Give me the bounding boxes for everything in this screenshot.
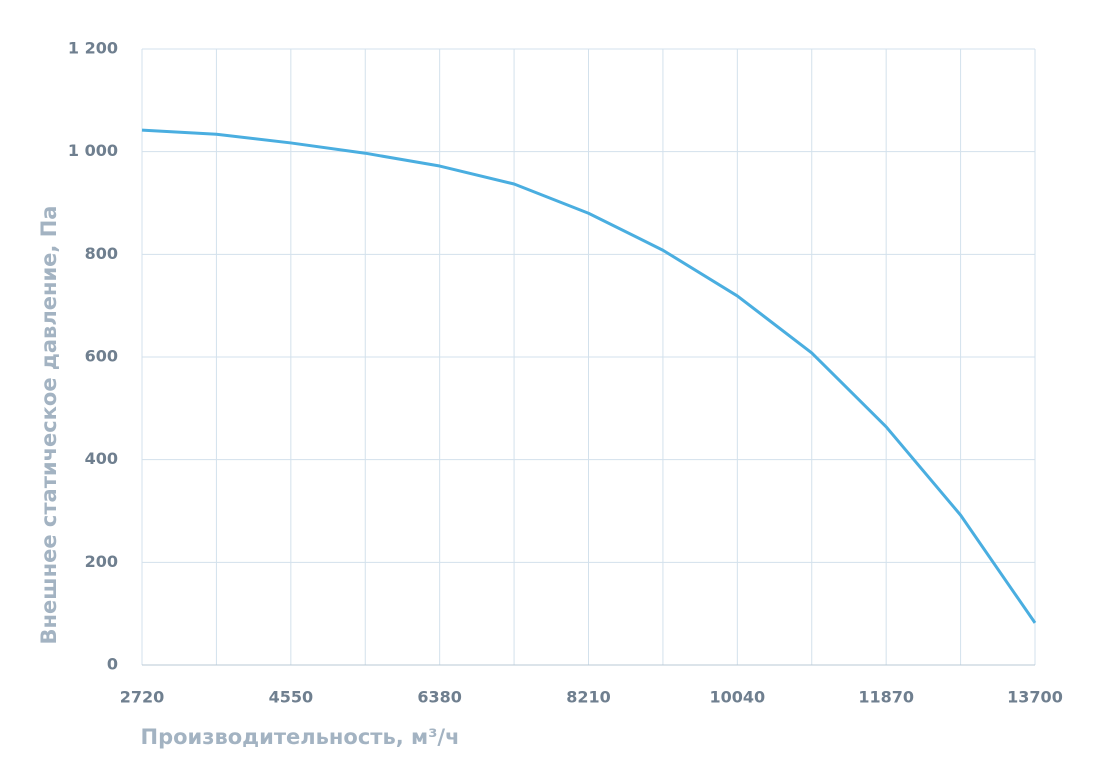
x-axis-title: Производительность, м³/ч [141, 725, 460, 749]
x-tick-label: 13700 [1007, 688, 1063, 707]
y-tick-label: 600 [85, 347, 118, 366]
y-tick-label: 1 000 [68, 141, 118, 160]
y-axis-title: Внешнее статическое давление, Па [37, 206, 61, 645]
x-tick-label: 11870 [858, 688, 914, 707]
y-tick-label: 800 [85, 244, 118, 263]
y-tick-label: 200 [85, 552, 118, 571]
y-tick-label: 1 200 [68, 39, 118, 58]
x-tick-label: 2720 [120, 688, 165, 707]
line [141, 128, 1037, 624]
y-tick-label: 400 [85, 449, 118, 468]
x-tick-label: 6380 [417, 688, 462, 707]
y-tick-label: 0 [107, 655, 118, 674]
x-tick-label: 8210 [566, 688, 611, 707]
x-tick-label: 4550 [269, 688, 314, 707]
x-tick-label: 10040 [709, 688, 765, 707]
